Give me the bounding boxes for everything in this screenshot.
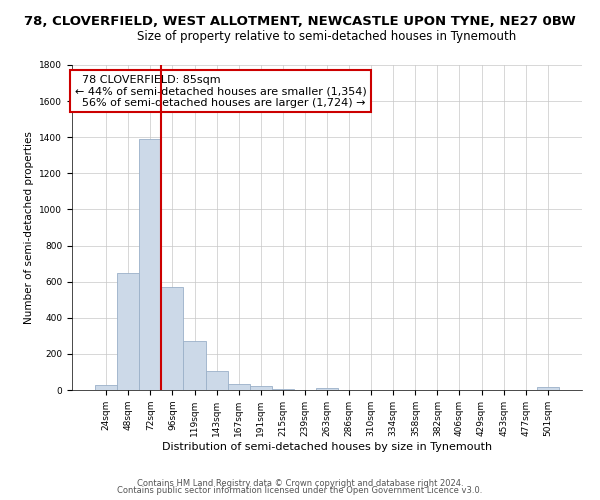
Text: Contains HM Land Registry data © Crown copyright and database right 2024.: Contains HM Land Registry data © Crown c… (137, 478, 463, 488)
Bar (117, 272, 139, 390)
Title: Size of property relative to semi-detached houses in Tynemouth: Size of property relative to semi-detach… (137, 30, 517, 43)
Bar (250, 386, 272, 390)
Y-axis label: Number of semi-detached properties: Number of semi-detached properties (24, 131, 34, 324)
Bar (272, 389, 294, 390)
Bar (139, 139, 161, 390)
Bar (95, 384, 117, 390)
Bar (537, 388, 559, 390)
Bar (161, 287, 184, 390)
Bar (227, 384, 250, 390)
X-axis label: Distribution of semi-detached houses by size in Tynemouth: Distribution of semi-detached houses by … (162, 442, 492, 452)
Bar (206, 371, 227, 390)
Text: Contains public sector information licensed under the Open Government Licence v3: Contains public sector information licen… (118, 486, 482, 495)
Text: 78, CLOVERFIELD, WEST ALLOTMENT, NEWCASTLE UPON TYNE, NE27 0BW: 78, CLOVERFIELD, WEST ALLOTMENT, NEWCAST… (24, 15, 576, 28)
Bar (316, 388, 338, 390)
Text: 78 CLOVERFIELD: 85sqm
← 44% of semi-detached houses are smaller (1,354)
  56% of: 78 CLOVERFIELD: 85sqm ← 44% of semi-deta… (74, 74, 366, 108)
Bar (184, 341, 206, 390)
